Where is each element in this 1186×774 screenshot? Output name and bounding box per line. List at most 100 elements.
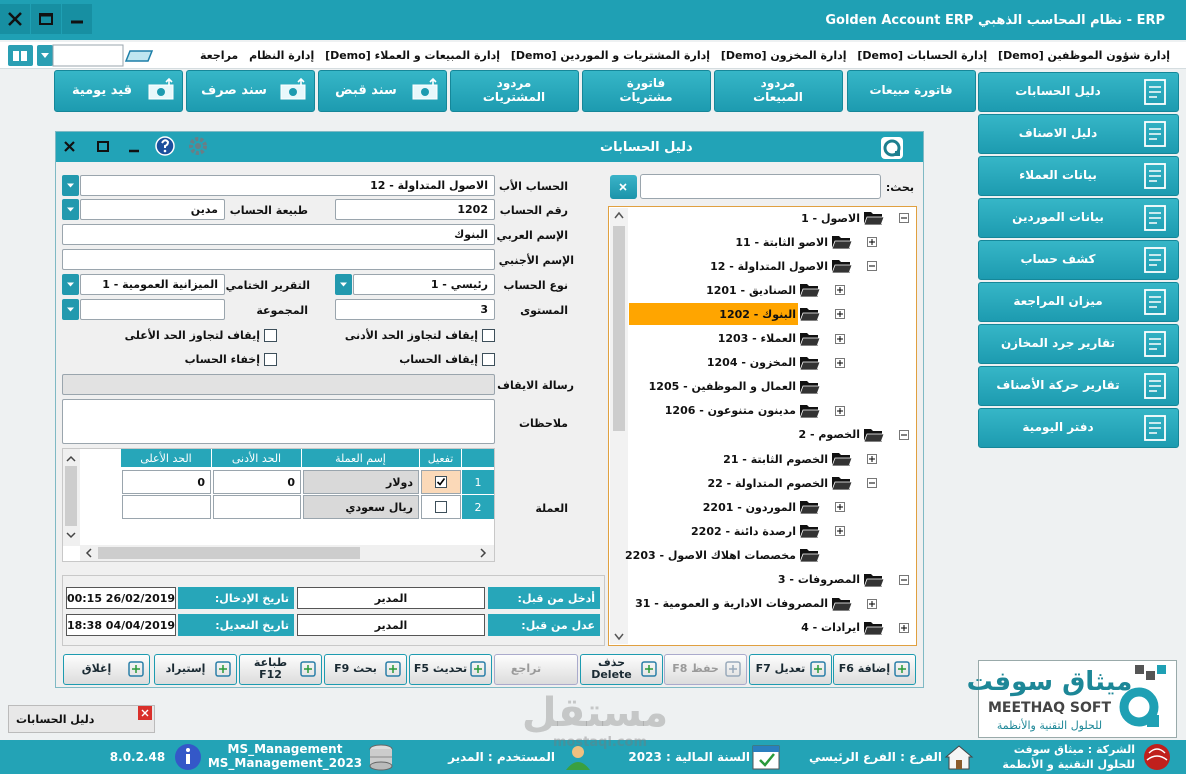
- text-input[interactable]: [62, 249, 495, 270]
- status-user: المستخدم : المدير: [448, 750, 555, 764]
- action-button-icon: [300, 661, 316, 677]
- toolbar-button[interactable]: مردود المبيعات: [714, 70, 843, 112]
- tree-node-label[interactable]: 1201 - الصناديق: [706, 283, 796, 297]
- tree-scrollbar-parts: [613, 211, 625, 641]
- tree-node-label[interactable]: 21 - الخصوم الثابتة: [723, 452, 828, 466]
- toolbar-button[interactable]: قيد يومية: [54, 70, 183, 112]
- checkbox-label[interactable]: إخفاء الحساب: [184, 352, 260, 366]
- taskbar-close: [138, 706, 152, 720]
- side-menu-label: دفتر اليومية: [1022, 420, 1094, 434]
- action-button[interactable]: تعديل F7: [749, 654, 832, 685]
- quick-search[interactable]: [6, 44, 154, 67]
- grid-header: تفعيل: [420, 449, 462, 467]
- tree-node-label[interactable]: 3 - المصروفات: [777, 573, 860, 586]
- side-menu-button[interactable]: ميزان المراجعة: [978, 282, 1179, 322]
- grid-cell[interactable]: [122, 495, 211, 519]
- side-menu-button[interactable]: تقارير حركة الأصناف: [978, 366, 1179, 406]
- checkbox-label[interactable]: إيقاف لتجاوز الحد الأعلى: [124, 328, 260, 342]
- action-button[interactable]: إستيراد: [154, 654, 237, 685]
- toolbar-button[interactable]: فاتورة مشتريات: [582, 70, 711, 112]
- checkbox-label[interactable]: إيقاف لتجاوز الحد الأدنى: [344, 328, 478, 342]
- action-button[interactable]: طباعة F12: [239, 654, 322, 685]
- action-button-label: بحث F9: [334, 661, 377, 675]
- field-label: رسالة الايقاف: [497, 378, 574, 392]
- tree-selection: [629, 303, 798, 326]
- field-label: الحساب الأب: [498, 179, 568, 193]
- side-menu-button[interactable]: كشف حساب: [978, 240, 1179, 280]
- menu-item[interactable]: إدارة شؤون الموظفين [Demo]: [998, 48, 1170, 62]
- tree-node-label[interactable]: 1203 - العملاء: [717, 332, 796, 345]
- tree-node-label[interactable]: 2201 - الموردون: [702, 500, 796, 514]
- dropdown-button: [62, 274, 79, 295]
- grid-header: الحد الأعلى: [121, 449, 212, 467]
- tree-node-label[interactable]: 1204 - المخزون: [706, 356, 796, 370]
- menu-item[interactable]: مراجعة: [200, 48, 239, 62]
- toolbar-button[interactable]: سند صرف: [186, 70, 315, 112]
- toolbar-button[interactable]: سند قبض: [318, 70, 447, 112]
- toolbar-label: فاتورة مبيعات: [869, 83, 953, 97]
- side-menu-button[interactable]: بيانات الموردين: [978, 198, 1179, 238]
- menu-item[interactable]: إدارة الحسابات [Demo]: [857, 48, 988, 62]
- dropdown-button: [62, 299, 79, 320]
- taskbar-item[interactable]: [8, 705, 155, 733]
- action-button[interactable]: حذف Delete: [580, 654, 663, 685]
- tree-node-label[interactable]: 2203 - مخصصات اهلاك الاصول: [625, 548, 796, 562]
- grid-cell[interactable]: [213, 495, 301, 519]
- toolbar-button[interactable]: مردود المشتريات: [450, 70, 579, 112]
- side-menu-button[interactable]: دفتر اليومية: [978, 408, 1179, 448]
- action-button-label: طباعة F12: [253, 655, 288, 681]
- combo-box[interactable]: [80, 299, 225, 320]
- text-input[interactable]: 3: [335, 299, 495, 320]
- tree-node-label[interactable]: 2202 - ارصدة دائنة: [691, 524, 796, 538]
- side-menu-button[interactable]: دليل الاصناف: [978, 114, 1179, 154]
- tree-node-label[interactable]: 4 - ايرادات: [801, 621, 860, 635]
- combo-box[interactable]: 1 - الميزانية العمومية: [80, 274, 225, 295]
- tree-node-label[interactable]: 12 - الاصول المتداولة: [710, 259, 828, 273]
- text-input[interactable]: [62, 399, 495, 444]
- action-button[interactable]: تراجع: [494, 654, 578, 685]
- status-version: 8.0.2.48: [109, 750, 166, 764]
- checkbox-label[interactable]: إيقاف الحساب: [399, 352, 478, 366]
- toolbar-label: مردود المبيعات: [753, 76, 803, 104]
- action-button[interactable]: تحديث F5: [409, 654, 492, 685]
- tree-node-label[interactable]: 1205 - العمال و الموظفين: [648, 380, 796, 394]
- tree-node-label[interactable]: 11 - الاصو الثابتة: [735, 235, 828, 249]
- text-input[interactable]: البنوك: [62, 224, 495, 245]
- tree-node-label[interactable]: 2 - الخصوم: [798, 428, 860, 442]
- search-input[interactable]: [640, 174, 881, 199]
- account-window-controls: [56, 132, 216, 162]
- action-button[interactable]: بحث F9: [324, 654, 407, 685]
- combo-box[interactable]: 12 - الاصول المتداولة: [80, 175, 495, 196]
- side-menu-icon: [1144, 205, 1166, 231]
- search-clear-button[interactable]: [610, 175, 637, 199]
- taskbar-label[interactable]: دليل الحسابات: [16, 712, 95, 726]
- side-menu-icon: [1144, 331, 1166, 357]
- grid-cell[interactable]: دولار: [303, 470, 419, 494]
- toolbar-button[interactable]: فاتورة مبيعات: [847, 70, 976, 112]
- tree-node-label[interactable]: 22 - الخصوم المتداولة: [707, 476, 828, 490]
- combo-box[interactable]: 1 - رئيسي: [353, 274, 495, 295]
- text-input[interactable]: 1202: [335, 199, 495, 220]
- tree-folder: [799, 380, 821, 395]
- menu-item[interactable]: إدارة المشتريات و الموردين [Demo]: [510, 48, 711, 62]
- grid-cell[interactable]: ريال سعودي: [303, 495, 419, 519]
- menu-item[interactable]: إدارة المخزون [Demo]: [720, 48, 847, 62]
- grid-cell[interactable]: 0: [213, 470, 301, 494]
- tree-node-label[interactable]: 31 - المصروفات الادارية و العمومية: [635, 597, 828, 611]
- action-button[interactable]: إضافة F6: [833, 654, 916, 685]
- action-button[interactable]: حفظ F8: [664, 654, 747, 685]
- action-button[interactable]: إغلاق: [63, 654, 150, 685]
- menu-item[interactable]: إدارة المبيعات و العملاء [Demo]: [325, 48, 501, 62]
- text-input[interactable]: [62, 374, 495, 395]
- tree-expander: [899, 213, 909, 223]
- side-menu-button[interactable]: دليل الحسابات: [978, 72, 1179, 112]
- tree-node-label[interactable]: 1202 - البنوك: [719, 307, 796, 321]
- tree-folder: [831, 477, 853, 491]
- tree-node-label[interactable]: 1 - الاصول: [801, 211, 860, 225]
- side-menu-button[interactable]: تقارير جرد المخازن: [978, 324, 1179, 364]
- menu-item[interactable]: إدارة النظام: [249, 48, 315, 62]
- side-menu-button[interactable]: بيانات العملاء: [978, 156, 1179, 196]
- tree-node-label[interactable]: 1206 - مدينون متنوعون: [664, 404, 796, 418]
- combo-box[interactable]: مدين: [80, 199, 225, 220]
- grid-cell[interactable]: 0: [122, 470, 211, 494]
